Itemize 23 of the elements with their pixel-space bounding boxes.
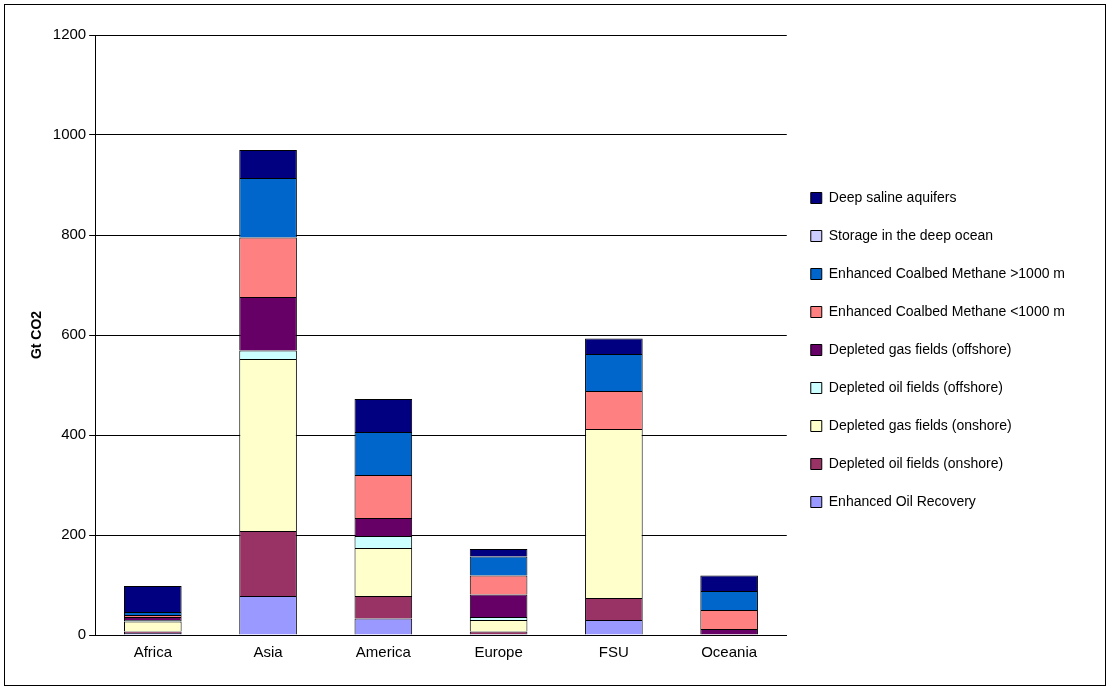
x-tick-label: Europe (474, 643, 523, 661)
y-tick-label: 400 (61, 425, 87, 443)
legend-label: Storage in the deep ocean (828, 226, 994, 243)
x-tick-label: America (355, 643, 412, 661)
x-tick-label: Oceania (701, 643, 758, 661)
x-tick-label: FSU (598, 643, 629, 661)
y-tick-label: 800 (61, 225, 87, 243)
y-tick-label: 600 (61, 325, 87, 343)
x-tick-label: Africa (133, 643, 173, 661)
y-tick-label: 1200 (52, 25, 87, 43)
legend-label: Enhanced Coalbed Methane <1000 m (828, 302, 1065, 319)
legend-label: Depleted gas fields (onshore) (828, 416, 1012, 433)
legend-label: Enhanced Coalbed Methane >1000 m (828, 264, 1065, 281)
y-axis-title: Gt CO2 (28, 310, 45, 360)
y-tick-label: 0 (77, 625, 87, 643)
legend-label: Depleted gas fields (offshore) (828, 340, 1012, 357)
x-tick-label: Asia (253, 643, 284, 661)
legend-label: Deep saline aquifers (828, 188, 957, 205)
legend-label: Depleted oil fields (onshore) (828, 454, 1004, 471)
legend-label: Depleted oil fields (offshore) (828, 378, 1003, 395)
y-tick-label: 1000 (52, 125, 87, 143)
legend-label: Enhanced Oil Recovery (828, 492, 976, 509)
y-tick-label: 200 (61, 525, 87, 543)
